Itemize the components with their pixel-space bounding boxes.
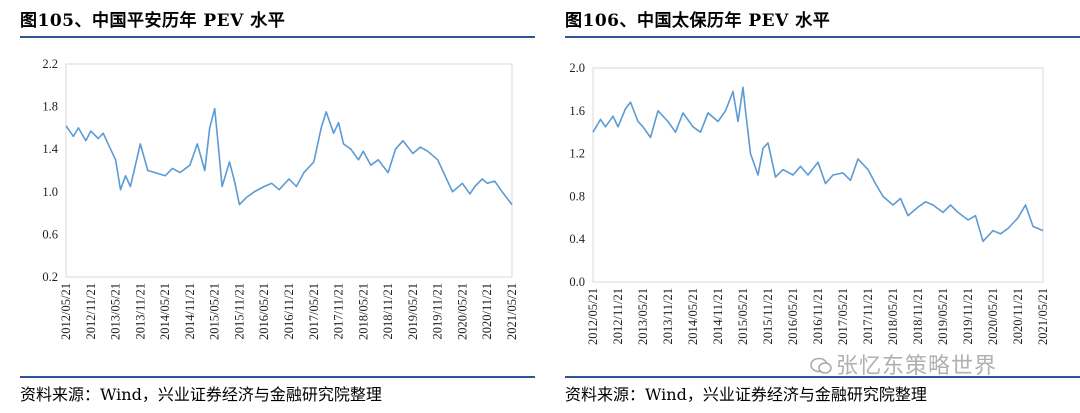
x-tick-label: 2013/11/21	[661, 288, 675, 344]
x-tick-label: 2012/05/21	[586, 288, 600, 345]
x-tick-label: 2018/05/21	[356, 283, 370, 340]
x-tick-label: 2021/05/21	[505, 283, 519, 340]
x-tick-label: 2013/05/21	[109, 283, 123, 340]
watermark-text: 张忆东策略世界	[836, 354, 998, 379]
x-tick-label: 2017/05/21	[836, 288, 850, 345]
line-chart-cpic-pev: 0.0 0.4 0.8 1.2 1.6 2.0 2012/05/21 2012/11/21 20…	[569, 61, 1050, 345]
x-tick-label: 2017/05/21	[307, 283, 321, 340]
line-chart-pingan-pev: 0.2 0.6 1.0 1.4 1.8 2.2 2012/05/21 2012/11/21 20…	[42, 57, 519, 340]
title-rule	[20, 36, 535, 38]
x-tick-label: 2018/05/21	[886, 288, 900, 345]
chart-title: 图106、中国太保历年 PEV 水平	[565, 11, 831, 31]
y-tick-label: 1.4	[42, 142, 58, 156]
x-tick-label: 2017/11/21	[861, 288, 875, 344]
watermark: 张忆东策略世界	[810, 348, 997, 380]
x-tick-label: 2014/05/21	[686, 288, 700, 345]
x-tick-label: 2012/05/21	[59, 283, 73, 340]
x-tick-label: 2021/05/21	[1036, 288, 1050, 345]
y-tick-label: 1.8	[42, 100, 58, 114]
y-tick-label: 2.2	[42, 57, 58, 71]
x-tick-label: 2013/11/21	[133, 283, 147, 339]
y-tick-label: 0.6	[42, 227, 58, 241]
x-tick-label: 2018/11/21	[911, 288, 925, 344]
x-tick-label: 2017/11/21	[332, 283, 346, 339]
y-tick-label: 0.2	[42, 270, 58, 284]
x-tick-label: 2015/11/21	[761, 288, 775, 344]
x-tick-label: 2015/05/21	[208, 283, 222, 340]
source-rule	[20, 376, 535, 378]
y-tick-label: 0.4	[569, 232, 585, 246]
title-rule	[565, 36, 1080, 38]
y-tick-label: 0.0	[569, 275, 585, 289]
chart-panel-cpic: 图106、中国太保历年 PEV 水平 0.0 0.4 0.8 1.2 1.6 2.0 201…	[545, 0, 1080, 413]
y-tick-label: 1.0	[42, 185, 58, 199]
plot-area	[592, 67, 1044, 283]
y-tick-label: 2.0	[569, 61, 585, 75]
source-rule	[565, 376, 1080, 378]
chart-title: 图105、中国平安历年 PEV 水平	[20, 11, 286, 31]
x-tick-label: 2018/11/21	[381, 283, 395, 339]
x-tick-label: 2013/05/21	[636, 288, 650, 345]
x-tick-label: 2019/05/21	[936, 288, 950, 345]
x-tick-label: 2019/11/21	[961, 288, 975, 344]
x-tick-label: 2019/05/21	[406, 283, 420, 340]
y-tick-label: 1.6	[569, 104, 585, 118]
x-tick-label: 2016/05/21	[257, 283, 271, 340]
y-tick-label: 0.8	[569, 189, 585, 203]
source-note: 资料来源：Wind，兴业证券经济与金融研究院整理	[20, 385, 382, 404]
x-tick-label: 2020/11/21	[1011, 288, 1025, 344]
x-tick-label: 2012/11/21	[84, 283, 98, 339]
x-tick-label: 2019/11/21	[431, 283, 445, 339]
x-tick-label: 2020/05/21	[986, 288, 1000, 345]
source-note: 资料来源：Wind，兴业证券经济与金融研究院整理	[565, 385, 927, 404]
x-tick-label: 2015/11/21	[232, 283, 246, 339]
wechat-icon	[810, 357, 832, 374]
x-tick-label: 2014/11/21	[183, 283, 197, 339]
y-tick-label: 1.2	[569, 147, 585, 161]
x-tick-label: 2020/11/21	[480, 283, 494, 339]
chart-panel-pingan: 图105、中国平安历年 PEV 水平 0.2 0.6 1.0 1.4 1.8 2.2 201…	[0, 0, 535, 413]
x-tick-label: 2020/05/21	[455, 283, 469, 340]
x-tick-label: 2016/05/21	[786, 288, 800, 345]
pev-series-line	[592, 86, 1044, 243]
pev-series-line	[65, 107, 513, 206]
plot-area	[65, 63, 513, 278]
x-tick-label: 2015/05/21	[736, 288, 750, 345]
x-tick-label: 2016/11/21	[811, 288, 825, 344]
x-tick-label: 2016/11/21	[282, 283, 296, 339]
x-tick-label: 2014/11/21	[711, 288, 725, 344]
x-tick-label: 2012/11/21	[611, 288, 625, 344]
x-tick-label: 2014/05/21	[158, 283, 172, 340]
